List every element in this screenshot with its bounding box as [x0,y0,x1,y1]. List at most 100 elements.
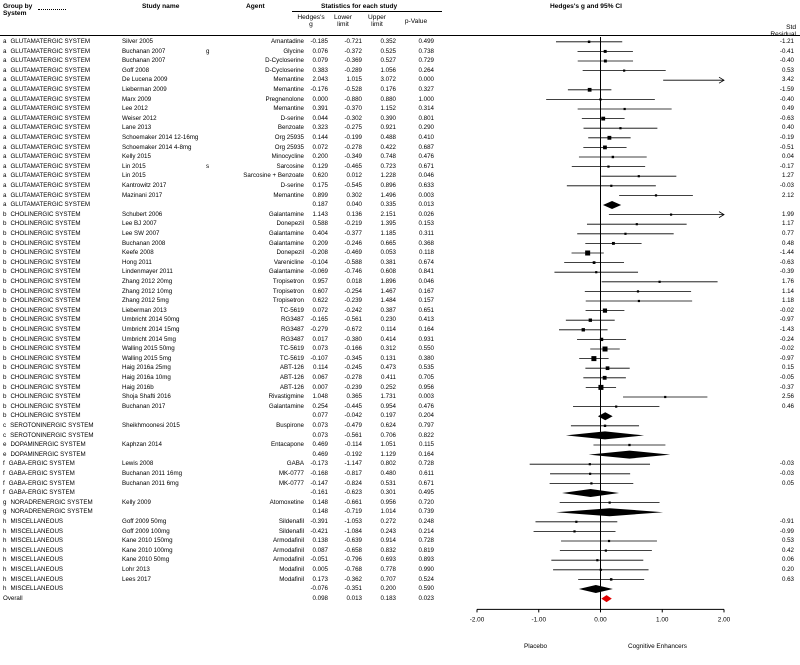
point-estimate [585,250,591,256]
ci-arrow [718,76,725,84]
point-estimate [635,223,638,226]
lower-limit-cell: -0.372 [344,47,362,55]
hedges-g-cell: 0.098 [312,594,328,602]
group-system-cell: e DOPAMINERGIC SYSTEM [3,450,113,460]
group-system-cell: c SEROTONINERGIC SYSTEM [3,431,113,441]
upper-limit-cell: 0.272 [380,518,396,525]
p-value-cell: 0.651 [418,306,434,314]
table-row: g NORADRENERGIC SYSTEM Kelly 2009 Atomoxeti… [0,498,460,508]
std-residual-cell: 0.05 [781,479,794,487]
std-residual-cell [744,421,794,431]
system-name: CHOLINERGIC SYSTEM [10,306,81,314]
lower-limit-cell: -0.465 [344,162,362,170]
upper-limit-cell: 1.496 [380,191,396,199]
point-estimate [604,549,607,552]
group-letter: a [3,38,7,45]
group-letter: b [3,210,7,218]
table-row: a GLUTAMATERGIC SYSTEM Buchanan 2007 D-Cycl… [0,56,460,66]
std-residual-cell [744,450,794,460]
upper-limit-cell: 0.525 [380,47,396,55]
group-letter: b [3,316,7,324]
point-estimate [603,145,607,150]
std-residual-cell: -1.59 [779,86,794,93]
hedges-g-cell: 0.323 [312,124,328,132]
upper-limit-cell: 0.896 [380,182,396,189]
system-name: CHOLINERGIC SYSTEM [10,278,81,285]
group-letter: f [3,460,5,468]
group-system-cell: f GABA-ERGIC SYSTEM [3,459,113,469]
lower-limit-cell: -0.561 [344,316,362,324]
upper-limit-cell: 0.414 [380,335,396,343]
p-value-cell: 0.013 [418,201,434,209]
col-g-header: Hedges's g [297,14,325,28]
plot-title: Hedges's g and 95% CI [550,3,622,10]
system-name: GABA-ERGIC SYSTEM [8,479,75,487]
agent-cell: Memantine [273,191,304,199]
hedges-g-cell: -0.208 [310,249,328,257]
point-estimate [587,40,591,44]
agent-cell: Galantamine [268,239,304,247]
agent-cell: MK-0777 [278,470,304,477]
p-value-cell: 1.000 [418,95,434,103]
std-residual-cell: -0.51 [779,143,794,151]
p-value-cell: 0.380 [418,354,434,362]
group-letter: h [3,585,7,593]
lower-limit-cell: -0.370 [344,105,362,113]
group-system-cell: b CHOLINERGIC SYSTEM [3,267,113,277]
group-letter: b [3,230,7,237]
agent-cell: Org 25935 [274,143,304,151]
lower-limit-cell: -0.528 [344,86,362,93]
group-letter: a [3,95,7,103]
point-estimate [624,232,627,235]
group-system-cell: b CHOLINERGIC SYSTEM [3,411,113,421]
agent-cell: Sarcosine [276,162,304,170]
study-name-cell: Kantrowitz 2017 [122,182,167,189]
system-name: CHOLINERGIC SYSTEM [10,287,81,295]
point-estimate [599,98,602,101]
point-estimate [636,290,640,293]
table-row: a GLUTAMATERGIC SYSTEM Weiser 2012 D-serine… [0,114,460,124]
study-name-cell: Zhang 2012 10mg [122,287,173,295]
upper-limit-cell: 0.488 [380,134,396,141]
p-value-cell: 0.729 [418,57,434,65]
std-residual-cell [744,507,794,517]
group-system-cell: a GLUTAMATERGIC SYSTEM [3,181,113,191]
agent-cell: Galantamine [268,230,304,237]
hedges-g-cell: 0.588 [312,220,328,228]
system-name: MISCELLANEOUS [10,566,64,573]
point-estimate [575,520,578,523]
system-name: CHOLINERGIC SYSTEM [10,230,81,237]
agent-cell: GABA [286,460,304,468]
lower-limit-cell: 0.302 [346,191,362,199]
subtotal-row: b CHOLINERGIC SYSTEM 0.077 -0.042 0.197 0.204 [0,411,460,421]
std-residual-cell: 1.99 [781,210,794,218]
study-name-cell: Lieberman 2009 [122,86,167,93]
group-system-cell: a GLUTAMATERGIC SYSTEM [3,143,113,153]
col-p-header: p-Value [404,18,428,25]
study-name-cell: Kelly 2015 [122,153,151,161]
p-value-cell: 0.476 [418,402,434,410]
agent-cell: Donepezil [276,249,304,257]
study-name-cell: Shoja Shafti 2016 [122,393,171,401]
overall-diamond [601,595,612,603]
point-estimate [607,135,612,140]
system-name: GLUTAMATERGIC SYSTEM [10,162,90,170]
lower-limit-cell: -0.275 [344,124,362,132]
upper-limit-cell: 0.665 [380,239,396,247]
upper-limit-cell: 0.914 [380,537,396,545]
agent-cell: RG3487 [280,335,304,343]
group-system-cell: a GLUTAMATERGIC SYSTEM [3,56,113,66]
hedges-g-cell: 0.144 [312,134,328,141]
system-name: SEROTONINERGIC SYSTEM [10,431,94,439]
group-system-cell: g NORADRENERGIC SYSTEM [3,498,113,508]
lower-limit-cell: -0.672 [344,326,362,333]
group-system-cell: a GLUTAMATERGIC SYSTEM [3,66,113,76]
group-system-cell: g NORADRENERGIC SYSTEM [3,507,113,517]
point-estimate [605,366,610,371]
p-value-cell: 0.819 [418,546,434,554]
hedges-g-cell: 0.391 [312,105,328,113]
point-estimate [603,59,607,63]
hedges-g-cell: 0.899 [312,191,328,199]
agent-cell: Varenicline [273,258,304,266]
p-value-cell: 0.590 [418,585,434,593]
